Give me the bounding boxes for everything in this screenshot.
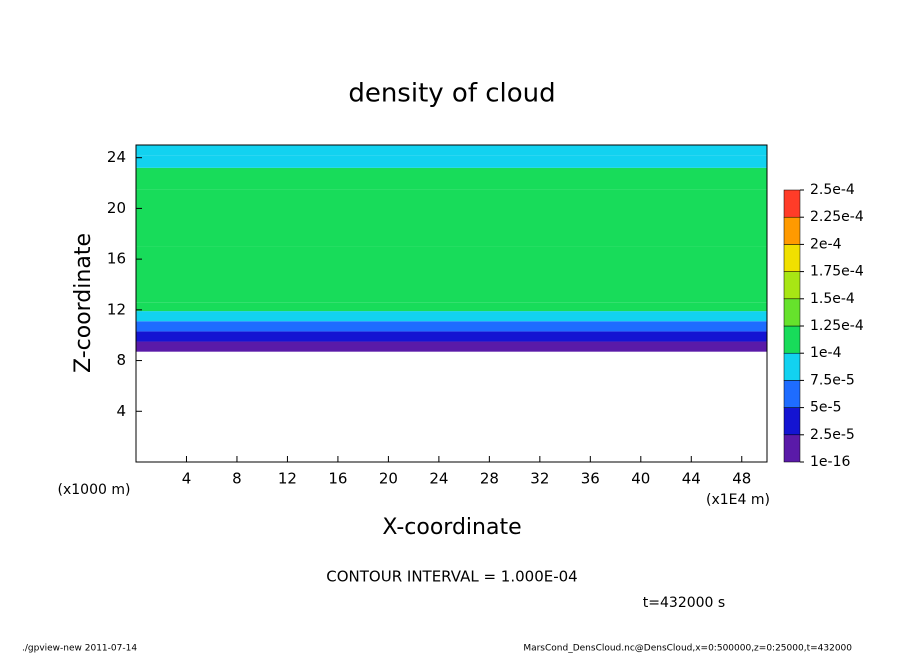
colorbar-swatch [783, 298, 801, 327]
x-tick-label: 48 [732, 470, 751, 488]
colorbar-label: 2.5e-5 [810, 427, 855, 443]
contour-band [136, 167, 767, 190]
x-tick-label: 32 [530, 470, 549, 488]
footer-right: MarsCond_DensCloud.nc@DensCloud,x=0:5000… [523, 644, 852, 654]
colorbar-swatch [783, 244, 801, 272]
colorbar-swatch [783, 189, 801, 218]
x-tick-label: 40 [631, 470, 650, 488]
colorbar-label: 1e-4 [810, 345, 842, 361]
colorbar-label: 1e-16 [810, 454, 850, 470]
plot-frame [135, 144, 768, 463]
contour-band [136, 155, 767, 168]
chart-title: density of cloud [348, 79, 555, 109]
colorbar-label: 7.5e-5 [810, 372, 855, 388]
y-tick-label: 8 [116, 351, 126, 369]
colorbar-swatch [783, 216, 801, 245]
x-axis-label: X-coordinate [382, 515, 521, 540]
y-tick-label: 12 [107, 300, 126, 318]
y-tick-label: 20 [107, 199, 126, 217]
y-unit: (x1000 m) [58, 482, 131, 498]
x-tick-label: 20 [379, 470, 398, 488]
colorbar-label: 2.5e-4 [810, 182, 855, 198]
contour-band [136, 302, 767, 312]
time-label: t=432000 s [643, 595, 725, 611]
colorbar-label: 2.25e-4 [810, 209, 864, 225]
y-tick-label: 16 [107, 250, 126, 268]
contour-interval: CONTOUR INTERVAL = 1.000E-04 [326, 568, 577, 586]
colorbar-swatch [783, 352, 801, 381]
x-tick-label: 36 [581, 470, 600, 488]
y-tick-label: 4 [116, 402, 126, 420]
colorbar-label: 5e-5 [810, 400, 841, 416]
y-tick-label: 24 [107, 148, 126, 166]
colorbar-swatch [783, 407, 801, 436]
contour-band [136, 246, 767, 303]
x-tick-label: 8 [232, 470, 242, 488]
x-unit: (x1E4 m) [706, 492, 770, 508]
colorbar-swatch [783, 271, 801, 300]
colorbar-label: 1.5e-4 [810, 291, 855, 307]
contour-band [136, 341, 767, 352]
contour-band [136, 189, 767, 247]
colorbar-label: 1.75e-4 [810, 264, 864, 280]
contour-band [136, 331, 767, 342]
colorbar-swatch [783, 380, 801, 408]
x-tick-label: 44 [682, 470, 701, 488]
y-axis-label: Z-coordinate [71, 233, 96, 373]
colorbar-swatch [783, 434, 801, 463]
x-tick-label: 24 [429, 470, 448, 488]
contour-band [136, 321, 767, 332]
x-tick-label: 28 [480, 470, 499, 488]
colorbar-label: 2e-4 [810, 236, 842, 252]
colorbar-label: 1.25e-4 [810, 318, 864, 334]
x-tick-label: 12 [278, 470, 297, 488]
x-tick-label: 4 [182, 470, 192, 488]
contour-band [136, 145, 767, 156]
contour-band [136, 311, 767, 322]
colorbar-swatch [783, 325, 801, 354]
x-tick-label: 16 [328, 470, 347, 488]
footer-left: ./gpview-new 2011-07-14 [22, 644, 137, 654]
